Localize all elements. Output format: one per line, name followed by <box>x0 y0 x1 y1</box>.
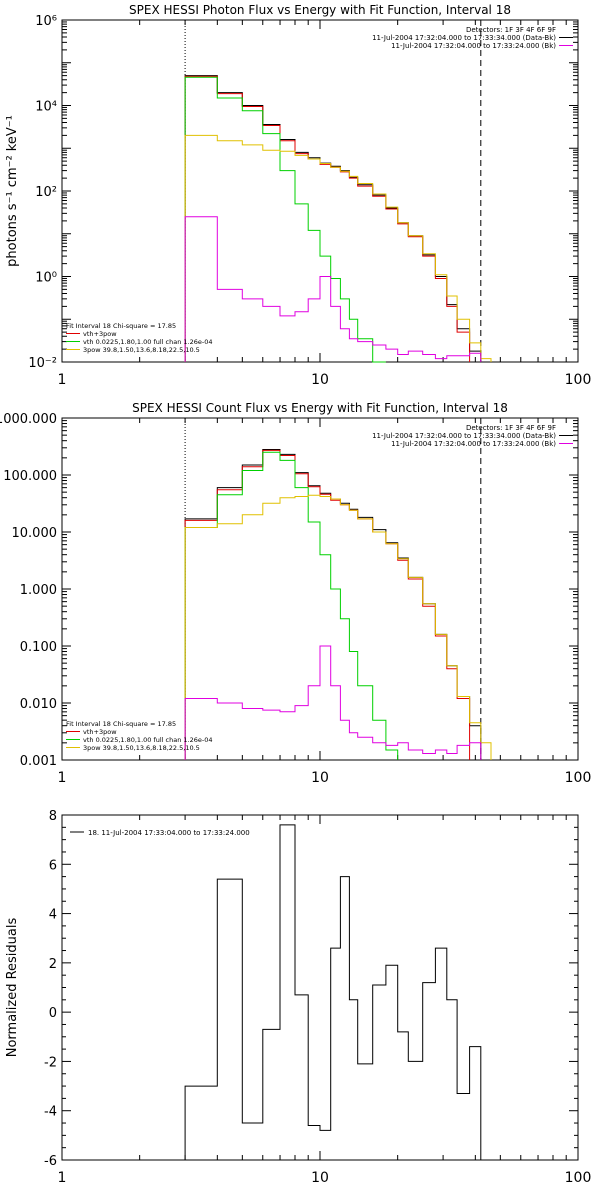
legend-entry: 3pow 39.8,1.50,13.6,8.18,22.5,10.5 <box>83 346 200 354</box>
x-tick-label: 10 <box>311 372 329 388</box>
y-axis-label: Normalized Residuals <box>5 918 20 1058</box>
y-tick-label: -6 <box>44 1154 57 1169</box>
y-tick-label: 0.100 <box>20 640 57 655</box>
legend-entry: Fit Interval 18 Chi-square = 17.85 <box>66 322 176 330</box>
series-vth <box>184 451 399 760</box>
y-tick-label: 4 <box>49 908 57 923</box>
legend-entry: Detectors: 1F 3F 4F 6F 9F <box>466 424 556 432</box>
plot-frame <box>61 417 579 761</box>
y-tick-label: 6 <box>49 858 57 873</box>
y-axis-label: photons s⁻¹ cm⁻² keV⁻¹ <box>5 115 20 267</box>
legend-entry: vth 0.0225,1.80,1.00 full chan 1.26e-04 <box>83 338 213 346</box>
chart-2: 1 10 100 0.001 0.010 0.100 1.000 10.000 100.000 1… <box>0 401 591 786</box>
series-data-bk <box>184 449 482 760</box>
x-tick-label: 100 <box>565 372 592 388</box>
x-tick-label: 10 <box>311 770 329 786</box>
y-tick-label: 10.000 <box>12 526 58 541</box>
y-tick-label: -2 <box>44 1055 57 1070</box>
x-tick-label: 1 <box>58 770 67 786</box>
series-residuals <box>184 824 482 1160</box>
y-tick-label: 10⁴ <box>35 100 57 115</box>
y-tick-label: 10² <box>35 185 57 200</box>
y-tick-label: 10⁻² <box>28 356 57 371</box>
legend-entry: Detectors: 1F 3F 4F 6F 9F <box>466 26 556 34</box>
y-tick-label: 8 <box>49 809 57 824</box>
y-tick-label: 10⁰ <box>35 271 57 286</box>
x-tick-label: 1 <box>58 1170 67 1186</box>
chart-title: SPEX HESSI Count Flux vs Energy with Fit… <box>132 401 508 415</box>
legend-entry: 11-Jul-2004 17:32:04.000 to 17:33:24.000… <box>391 42 556 50</box>
legend-entry: 3pow 39.8,1.50,13.6,8.18,22.5,10.5 <box>83 744 200 752</box>
chart-1: 1 10 100 10⁻² 10⁰ 10² 10⁴ 10⁶ SPEX HESSI Photon … <box>5 3 591 388</box>
legend-entry: 11-Jul-2004 17:32:04.000 to 17:33:34.000… <box>372 432 556 440</box>
series-3pow <box>184 494 492 760</box>
series-data-bk <box>184 75 482 362</box>
y-tick-label: 0.001 <box>20 754 57 769</box>
y-tick-label: 1.000 <box>20 583 57 598</box>
series-bk <box>184 216 482 362</box>
plot-frame <box>61 19 579 363</box>
legend-entry: vth+3pow <box>83 728 117 736</box>
series-vth-3pow <box>184 75 471 362</box>
x-tick-label: 100 <box>565 770 592 786</box>
x-tick-label: 10 <box>311 1170 329 1186</box>
legend-entry: vth+3pow <box>83 330 117 338</box>
y-tick-label: -4 <box>44 1105 57 1120</box>
plot-frame <box>61 814 579 1161</box>
series-bk <box>184 645 482 760</box>
series-vth <box>184 76 386 363</box>
chart-3: 1 10 100 -6 -4 -2 0 2 4 6 8 Normalized Residuals 18.… <box>5 809 591 1186</box>
chart-title: SPEX HESSI Photon Flux vs Energy with Fi… <box>129 3 511 17</box>
y-tick-label: 2 <box>49 957 57 972</box>
legend-entry: 11-Jul-2004 17:32:04.000 to 17:33:24.000… <box>391 440 556 448</box>
x-tick-label: 1 <box>58 372 67 388</box>
y-tick-label: 0 <box>49 1006 57 1021</box>
x-tick-label: 100 <box>565 1170 592 1186</box>
legend-entry: 11-Jul-2004 17:32:04.000 to 17:33:34.000… <box>372 34 556 42</box>
legend-entry: 18. 11-Jul-2004 17:33:04.000 to 17:33:24… <box>88 829 250 837</box>
legend-entry: vth 0.0225,1.80,1.00 full chan 1.26e-04 <box>83 736 213 744</box>
y-tick-label: 100.000 <box>3 469 57 484</box>
y-tick-label: 10⁶ <box>35 14 57 29</box>
legend-entry: Fit Interval 18 Chi-square = 17.85 <box>66 720 176 728</box>
y-tick-label: 0.010 <box>20 697 57 712</box>
y-tick-label: 1000.000 <box>0 412 57 427</box>
series-3pow <box>184 134 492 362</box>
